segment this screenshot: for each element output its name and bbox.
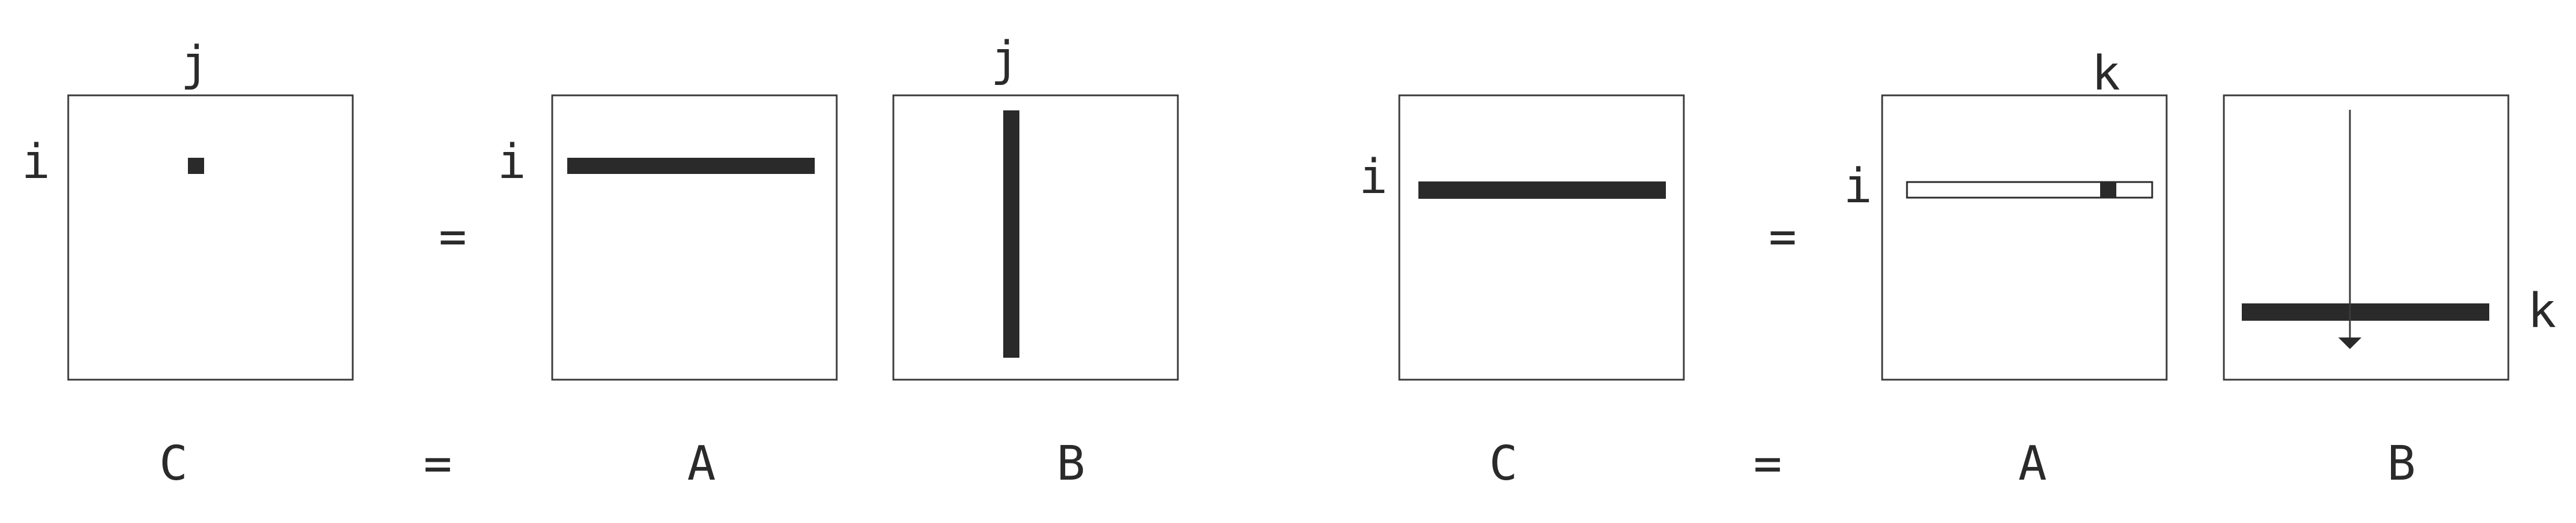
right-b-matrix: k xyxy=(2223,94,2556,381)
right-c-row-bar xyxy=(1418,181,1666,199)
left-a-matrix: i xyxy=(497,94,838,381)
left-equals-sign: = xyxy=(439,210,467,264)
left-c-matrix-box xyxy=(67,94,354,381)
left-a-row-index: i xyxy=(497,135,526,190)
right-b-arrow-head-icon xyxy=(2338,337,2361,349)
right-caption-a: A xyxy=(2018,436,2046,491)
right-b-row-index: k xyxy=(2527,284,2556,339)
right-c-matrix-box xyxy=(1398,94,1685,381)
right-equals-sign: = xyxy=(1769,210,1797,264)
right-a-col-index: k xyxy=(2091,46,2120,101)
left-c-row-index: i xyxy=(21,135,50,190)
left-a-matrix-box xyxy=(551,94,838,381)
right-a-row-index: i xyxy=(1843,159,1872,214)
right-c-matrix: i xyxy=(1359,94,1685,381)
right-a-matrix: i k xyxy=(1843,46,2168,381)
right-b-row-bar xyxy=(2242,303,2489,321)
left-c-element-cell xyxy=(188,158,204,174)
right-caption-equals: = xyxy=(1753,436,1782,491)
left-caption-equals: = xyxy=(423,436,452,491)
right-caption-c: C xyxy=(1489,436,1517,491)
left-b-col-index: j xyxy=(991,32,1019,87)
right-b-matrix-box xyxy=(2223,94,2510,381)
left-b-matrix: j xyxy=(892,32,1179,381)
left-caption-c: C xyxy=(159,436,187,491)
left-c-col-index: j xyxy=(180,36,209,91)
right-c-row-index: i xyxy=(1359,150,1387,205)
right-a-element-cell xyxy=(2100,182,2116,198)
left-caption-b: B xyxy=(1056,436,1085,491)
right-caption-b: B xyxy=(2387,436,2415,491)
left-a-row-bar xyxy=(567,158,815,174)
right-group: i = i k k C = A B xyxy=(1359,46,2556,491)
left-b-column-bar xyxy=(1003,110,1019,358)
left-c-matrix: j i xyxy=(21,36,354,381)
left-caption-a: A xyxy=(687,436,715,491)
left-b-matrix-box xyxy=(892,94,1179,381)
right-a-matrix-box xyxy=(1881,94,2168,381)
left-group: j i = i j C = A B xyxy=(21,32,1179,491)
